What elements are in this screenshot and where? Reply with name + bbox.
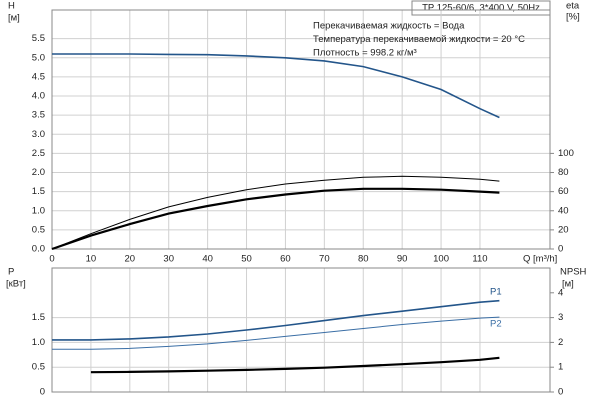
y-tick-label: 0.5 — [32, 362, 45, 373]
plot-frame — [51, 267, 551, 393]
y-tick-label: 1.0 — [32, 205, 45, 216]
plots: 0 10 20 30 40 50 60 70 80 90 100 1100.00.51.01.52.0… — [6, 1, 587, 398]
y2-tick-label: 4 — [558, 287, 563, 298]
y2-axis-label: NPSH — [560, 267, 587, 278]
series-line — [52, 299, 500, 341]
plot-frame — [51, 9, 551, 250]
y2-tick-label: 1 — [558, 362, 563, 373]
title-box — [411, 0, 551, 16]
y-axis-label: [м] — [8, 13, 20, 24]
y2-tick-label: 60 — [558, 186, 569, 197]
y2-axis-label: eta — [566, 1, 580, 12]
y-tick-label: 0.5 — [32, 224, 45, 235]
y-tick-label: 5.0 — [32, 52, 45, 63]
x-axis-label: Q [m³/h] — [523, 254, 557, 265]
y-tick-label: 1.5 — [32, 312, 45, 323]
y-axis-label: H — [8, 1, 15, 12]
series-label: P1 — [490, 287, 502, 298]
y-tick-label: 4.5 — [32, 71, 45, 82]
annotation: Температура перекачиваемой жидкости = 20… — [313, 34, 525, 45]
y-tick-label: 2.5 — [32, 148, 45, 159]
annotation: Плотность = 998.2 кг/м³ — [313, 48, 417, 59]
y-tick-label: 5.5 — [32, 33, 45, 44]
y2-tick-label: 100 — [558, 148, 574, 159]
y2-tick-label: 0 — [558, 387, 563, 398]
x-tick-label: 110 — [472, 254, 487, 265]
y-tick-label: 1.5 — [32, 186, 45, 197]
y-tick-label: 0.0 — [32, 244, 45, 255]
y-tick-label: 2.0 — [32, 167, 45, 178]
x-tick-label: 90 — [397, 254, 408, 265]
y2-axis-label: [%] — [566, 12, 580, 23]
y2-tick-label: 80 — [558, 167, 569, 178]
x-tick-label: 100 — [433, 254, 449, 265]
x-tick-label: 0 — [49, 254, 54, 265]
y2-axis-label: [м] — [562, 279, 574, 290]
y2-tick-label: 2 — [558, 337, 563, 348]
x-tick-label: 80 — [358, 254, 369, 265]
y-tick-label: 0 — [40, 387, 45, 398]
y-tick-label: 3.0 — [32, 129, 45, 140]
y-axis-label: [кВт] — [6, 279, 26, 290]
x-tick-label: 60 — [280, 254, 291, 265]
y-axis-label: P — [8, 267, 14, 278]
chart-title: TP 125-60/6, 3*400 V, 50Hz — [422, 3, 540, 14]
y2-tick-label: 0 — [558, 244, 563, 255]
y2-tick-label: 40 — [558, 205, 569, 216]
x-tick-label: 70 — [319, 254, 330, 265]
series-line — [52, 53, 500, 119]
y2-tick-label: 20 — [558, 224, 569, 235]
y-tick-label: 4.0 — [32, 91, 45, 102]
y-tick-label: 1.0 — [32, 337, 45, 348]
x-tick-label: 20 — [125, 254, 136, 265]
x-tick-label: 40 — [202, 254, 213, 265]
x-tick-label: 30 — [163, 254, 174, 265]
series-line — [51, 175, 500, 250]
x-tick-label: 50 — [241, 254, 252, 265]
series-line — [51, 187, 500, 251]
y2-tick-label: 3 — [558, 312, 563, 323]
series-line — [52, 316, 500, 350]
series-line — [90, 356, 500, 374]
annotation: Перекачиваемая жидкость = Вода — [313, 21, 465, 32]
y-tick-label: 3.5 — [32, 110, 45, 121]
series-label: P2 — [490, 319, 502, 330]
x-tick-label: 10 — [86, 254, 97, 265]
